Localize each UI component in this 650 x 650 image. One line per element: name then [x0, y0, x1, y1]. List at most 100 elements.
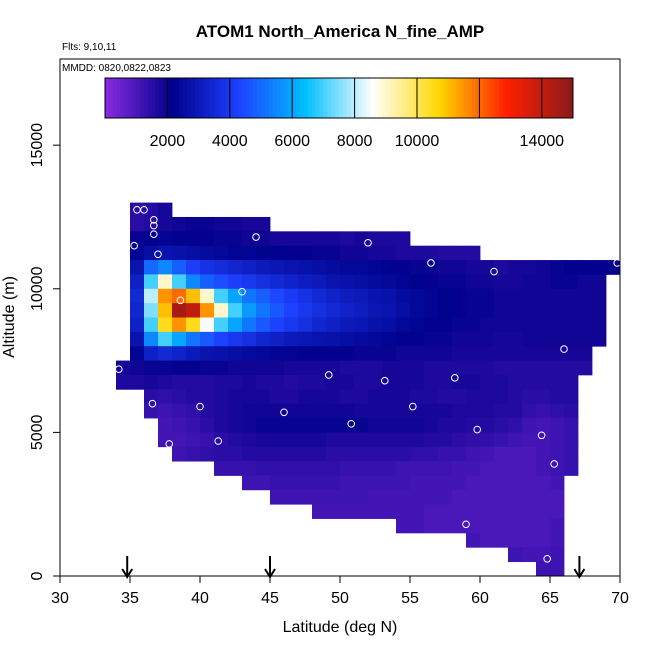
- heat-cell: [270, 260, 285, 275]
- heat-cell: [480, 374, 495, 390]
- heat-cell: [158, 274, 173, 290]
- heat-cell: [480, 446, 495, 462]
- heat-cell: [298, 303, 313, 318]
- heat-cell: [592, 317, 607, 333]
- heat-cell: [536, 274, 551, 290]
- heat-cell: [396, 374, 411, 390]
- heat-cell: [312, 303, 327, 318]
- heat-cell: [242, 216, 257, 232]
- heat-cell: [298, 231, 313, 247]
- heat-cell: [256, 446, 271, 462]
- colorbar-slice: [487, 78, 492, 118]
- heat-cell: [522, 274, 537, 290]
- heat-cell: [298, 418, 313, 433]
- heat-cell: [466, 274, 481, 290]
- heatmap-cells: [116, 202, 621, 577]
- heat-cell: [494, 489, 509, 505]
- sample-point: [462, 520, 470, 529]
- x-tick-label: 35: [121, 590, 139, 607]
- heat-cell: [326, 346, 341, 361]
- heat-cell: [438, 403, 453, 419]
- heat-cell: [340, 504, 355, 519]
- colorbar-slice: [385, 78, 391, 118]
- heat-cell: [186, 303, 201, 318]
- heat-cell: [242, 331, 257, 347]
- sample-point: [550, 460, 559, 468]
- heat-cell: [312, 489, 327, 505]
- heat-cell: [200, 418, 215, 433]
- colorbar-slice: [128, 78, 133, 118]
- heat-cell: [354, 432, 369, 448]
- heat-cell: [256, 360, 271, 376]
- colorbar-slice: [389, 78, 395, 118]
- heat-cell: [480, 260, 495, 275]
- heat-cell: [438, 518, 453, 534]
- heat-cell: [186, 403, 201, 419]
- sample-point: [381, 376, 389, 385]
- heat-cell: [172, 418, 187, 433]
- heat-cell: [130, 274, 145, 290]
- heat-cell: [368, 317, 383, 333]
- heat-cell: [452, 260, 467, 275]
- heat-cell: [214, 403, 229, 419]
- heat-cell: [382, 475, 397, 491]
- heat-cell: [438, 260, 453, 275]
- heat-cell: [312, 331, 327, 347]
- heat-cell: [592, 288, 607, 304]
- heat-cell: [494, 317, 509, 333]
- heat-cell: [564, 432, 579, 448]
- heat-cell: [298, 432, 313, 448]
- colorbar-slice: [471, 78, 476, 118]
- colorbar-slice: [526, 78, 531, 118]
- y-tick-label: 0: [29, 571, 46, 580]
- heat-cell: [424, 374, 439, 390]
- colorbar-slice: [140, 78, 145, 118]
- colorbar-tick-label: 4000: [212, 133, 248, 150]
- heat-cell: [354, 418, 369, 433]
- heat-cell: [438, 475, 453, 491]
- heat-cell: [214, 331, 229, 347]
- heat-cell: [410, 489, 425, 505]
- heat-cell: [550, 374, 565, 390]
- x-axis: 30 35 40 45 50 55 60 65 70: [51, 576, 629, 607]
- heat-cell: [368, 231, 383, 247]
- colorbar-slice: [307, 78, 313, 118]
- colorbar-slice: [358, 78, 363, 118]
- colorbar-slice: [522, 78, 527, 118]
- heat-cell: [480, 518, 495, 534]
- heat-cell: [172, 274, 187, 290]
- heat-cell: [340, 274, 355, 290]
- colorbar-slice: [374, 78, 379, 118]
- heat-cell: [200, 317, 215, 333]
- heat-cell: [284, 260, 299, 275]
- heat-cell: [284, 403, 299, 419]
- heat-cell: [340, 446, 355, 462]
- heat-cell: [340, 432, 355, 448]
- heat-cell: [242, 432, 257, 448]
- heat-cell: [382, 432, 397, 448]
- heat-cell: [312, 446, 327, 462]
- heat-cell: [466, 418, 481, 433]
- heat-cell: [228, 403, 243, 419]
- sample-point: [325, 371, 333, 379]
- heat-cell: [466, 461, 481, 476]
- flight-marker-arrow: [573, 556, 586, 579]
- heat-cell: [508, 432, 523, 448]
- heat-cell: [410, 432, 425, 448]
- heat-cell: [494, 518, 509, 534]
- heat-cell: [228, 216, 243, 232]
- heat-cell: [550, 475, 565, 491]
- heat-cell: [452, 245, 467, 261]
- heat-cell: [424, 317, 439, 333]
- heat-cell: [298, 360, 313, 376]
- heat-cell: [116, 360, 131, 376]
- heat-cell: [298, 245, 313, 261]
- colorbar-slice: [179, 78, 184, 118]
- heat-cell: [172, 216, 187, 232]
- heat-cell: [354, 446, 369, 462]
- colorbar-slice: [502, 78, 508, 118]
- colorbar-slice: [280, 78, 285, 118]
- heat-cell: [242, 374, 257, 390]
- heat-cell: [508, 547, 523, 563]
- colorbar-slice: [261, 78, 266, 118]
